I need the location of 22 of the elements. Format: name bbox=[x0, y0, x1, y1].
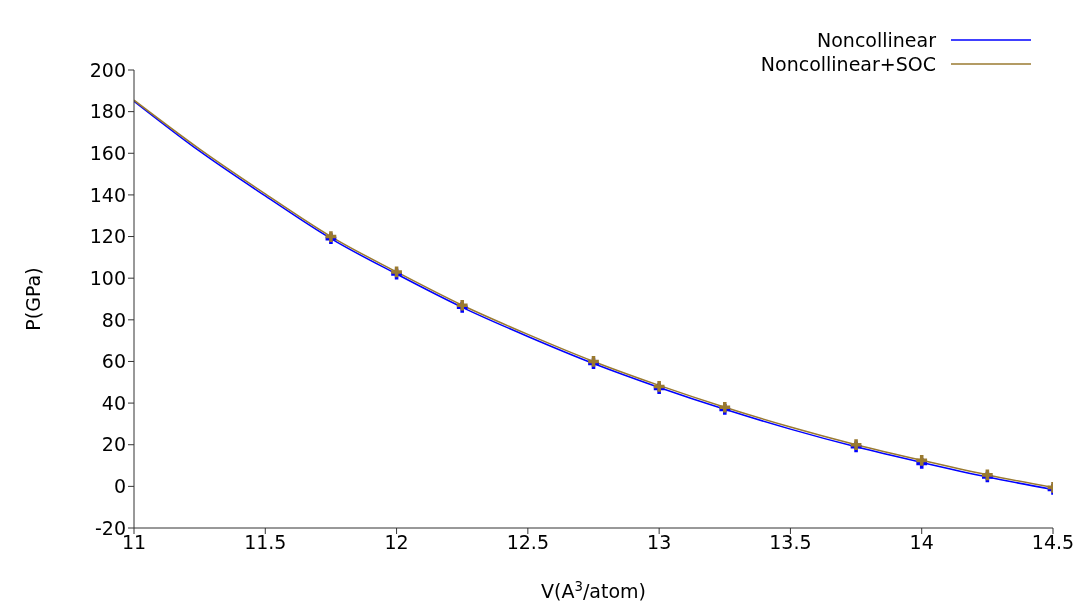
y-tick-label: 180 bbox=[89, 100, 126, 123]
y-tick-label: 120 bbox=[89, 225, 126, 248]
x-tick-label: 14.5 bbox=[1031, 531, 1075, 554]
y-tick-label: 140 bbox=[89, 183, 126, 206]
y-tick-label: 100 bbox=[89, 266, 126, 289]
x-tick-label: 12 bbox=[384, 531, 409, 554]
y-tick-label: 20 bbox=[101, 433, 126, 456]
legend-label: Noncollinear bbox=[817, 29, 936, 51]
y-tick-label: 160 bbox=[89, 142, 126, 165]
y-axis-title: P(GPa) bbox=[22, 267, 44, 331]
x-tick-label: 11.5 bbox=[244, 531, 287, 554]
y-tick-label: 200 bbox=[89, 58, 126, 81]
x-tick-label: 12.5 bbox=[506, 531, 550, 554]
legend-label: Noncollinear+SOC bbox=[760, 53, 936, 75]
y-tick-label: 60 bbox=[101, 350, 126, 373]
x-tick-label: 13.5 bbox=[769, 531, 812, 554]
x-tick-label: 13 bbox=[647, 531, 672, 554]
x-axis-title: V(A$^{3}$/atom) bbox=[541, 578, 646, 602]
y-tick-label: 40 bbox=[101, 391, 126, 414]
y-tick-label: 0 bbox=[113, 475, 126, 498]
y-tick-label: 80 bbox=[101, 308, 126, 331]
x-tick-label: 14 bbox=[909, 531, 934, 554]
